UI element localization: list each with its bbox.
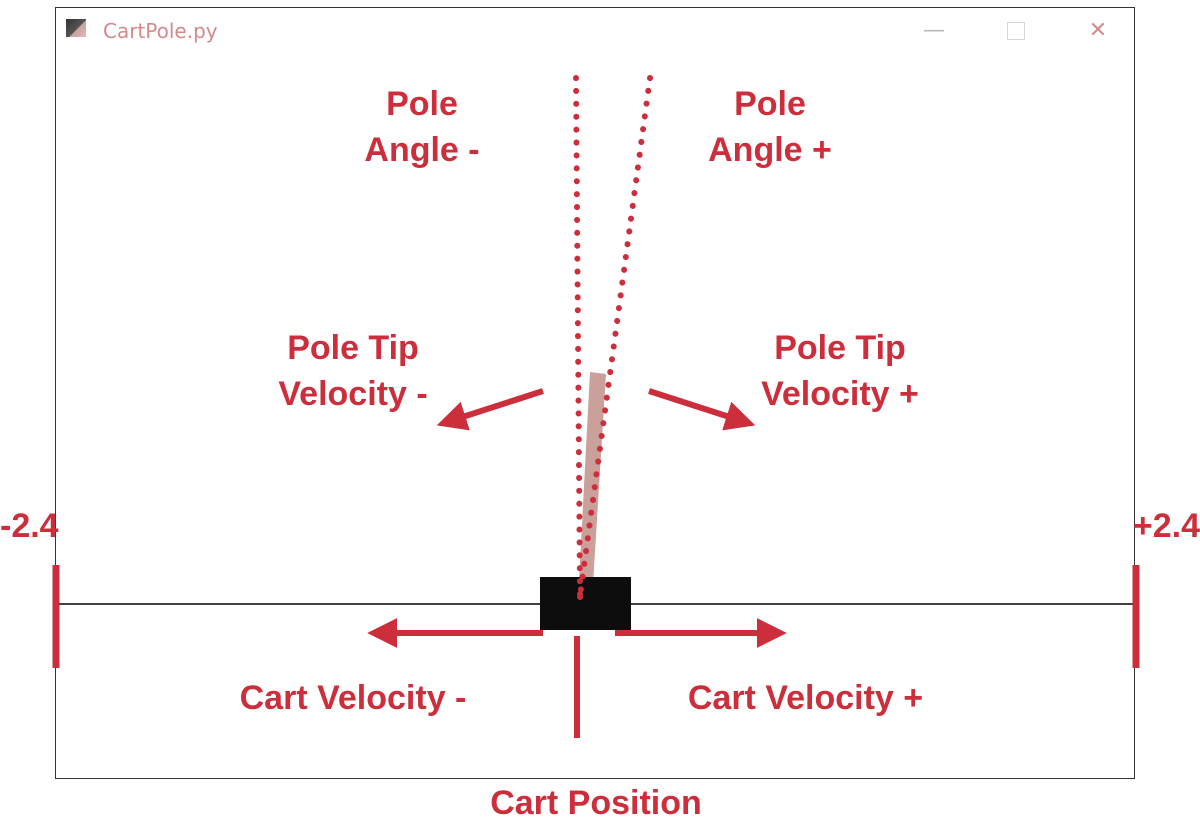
pole-angle-neg-line2: Angle - — [364, 131, 480, 169]
close-button[interactable]: ✕ — [1088, 18, 1108, 43]
pole-tip-velocity-pos-arrow — [648, 388, 756, 431]
pole-angle-pos-line2: Angle + — [708, 131, 832, 169]
pole-tip-velocity-pos-line1: Pole Tip — [774, 329, 906, 367]
window-title: CartPole.py — [103, 19, 218, 43]
right-bound-label: +2.4 — [1132, 507, 1200, 545]
app-icon — [66, 19, 86, 37]
pole-tip-velocity-neg-line1: Pole Tip — [287, 329, 419, 367]
pole-tip-velocity-neg-label: Pole Tip Velocity - — [253, 325, 453, 417]
pole-angle-neg-guide — [573, 75, 583, 599]
pole-angle-pos-guide — [577, 75, 653, 599]
pole-angle-pos-label: Pole Angle + — [690, 81, 850, 173]
pole-tip-velocity-neg-line2: Velocity - — [278, 375, 428, 413]
maximize-button[interactable] — [996, 16, 1036, 46]
pole-angle-pos-line1: Pole — [734, 85, 806, 123]
pole-tip-velocity-pos-line2: Velocity + — [761, 375, 919, 413]
pole-tip-velocity-neg-arrow — [436, 388, 544, 431]
cart-velocity-neg-label: Cart Velocity - — [239, 679, 467, 717]
cart — [540, 577, 631, 630]
left-bound-label: -2.4 — [0, 507, 59, 545]
maximize-icon — [1007, 22, 1025, 40]
pole-angle-neg-line1: Pole — [386, 85, 458, 123]
cart-velocity-pos-label: Cart Velocity + — [687, 679, 924, 717]
pole-tip-velocity-pos-label: Pole Tip Velocity + — [740, 325, 940, 417]
title-bar: CartPole.py — ✕ — [56, 8, 1134, 54]
minimize-button[interactable]: — — [923, 18, 945, 43]
pole-angle-neg-label: Pole Angle - — [342, 81, 502, 173]
cart-position-label: Cart Position — [490, 784, 702, 822]
